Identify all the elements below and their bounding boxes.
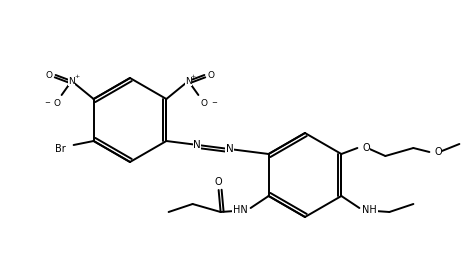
Text: O: O: [45, 70, 52, 80]
Text: N: N: [226, 144, 233, 154]
Text: −: −: [45, 100, 51, 106]
Text: O: O: [363, 143, 370, 153]
Text: O: O: [201, 98, 208, 108]
Text: N: N: [193, 140, 201, 150]
Text: O: O: [53, 98, 60, 108]
Text: O: O: [215, 177, 222, 187]
Text: O: O: [208, 70, 215, 80]
Text: N: N: [185, 76, 192, 86]
Text: O: O: [434, 147, 442, 157]
Text: −: −: [212, 100, 217, 106]
Text: HN: HN: [233, 205, 247, 215]
Text: +: +: [191, 73, 196, 79]
Text: Br: Br: [55, 144, 66, 154]
Text: +: +: [74, 73, 79, 79]
Text: N: N: [68, 76, 75, 86]
Text: NH: NH: [363, 205, 377, 215]
